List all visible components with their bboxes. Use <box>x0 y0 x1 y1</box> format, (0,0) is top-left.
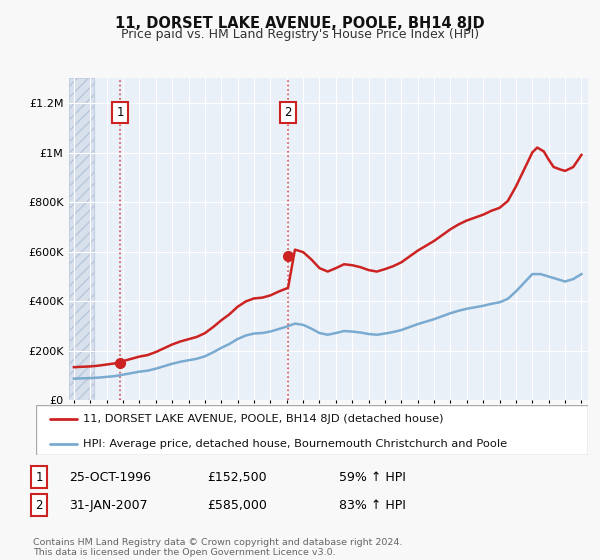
Text: £585,000: £585,000 <box>207 498 267 512</box>
Text: 11, DORSET LAKE AVENUE, POOLE, BH14 8JD (detached house): 11, DORSET LAKE AVENUE, POOLE, BH14 8JD … <box>83 414 443 424</box>
Text: 11, DORSET LAKE AVENUE, POOLE, BH14 8JD: 11, DORSET LAKE AVENUE, POOLE, BH14 8JD <box>115 16 485 31</box>
Bar <box>69 78 94 400</box>
Text: 1: 1 <box>116 106 124 119</box>
Text: 2: 2 <box>35 498 43 512</box>
Text: 25-OCT-1996: 25-OCT-1996 <box>69 470 151 484</box>
Text: 2: 2 <box>284 106 292 119</box>
Text: 31-JAN-2007: 31-JAN-2007 <box>69 498 148 512</box>
Text: HPI: Average price, detached house, Bournemouth Christchurch and Poole: HPI: Average price, detached house, Bour… <box>83 439 507 449</box>
Text: 1: 1 <box>35 470 43 484</box>
Bar <box>69 78 94 400</box>
Text: 83% ↑ HPI: 83% ↑ HPI <box>339 498 406 512</box>
Text: Contains HM Land Registry data © Crown copyright and database right 2024.
This d: Contains HM Land Registry data © Crown c… <box>33 538 403 557</box>
Text: Price paid vs. HM Land Registry's House Price Index (HPI): Price paid vs. HM Land Registry's House … <box>121 28 479 41</box>
Text: 59% ↑ HPI: 59% ↑ HPI <box>339 470 406 484</box>
Text: £152,500: £152,500 <box>207 470 266 484</box>
